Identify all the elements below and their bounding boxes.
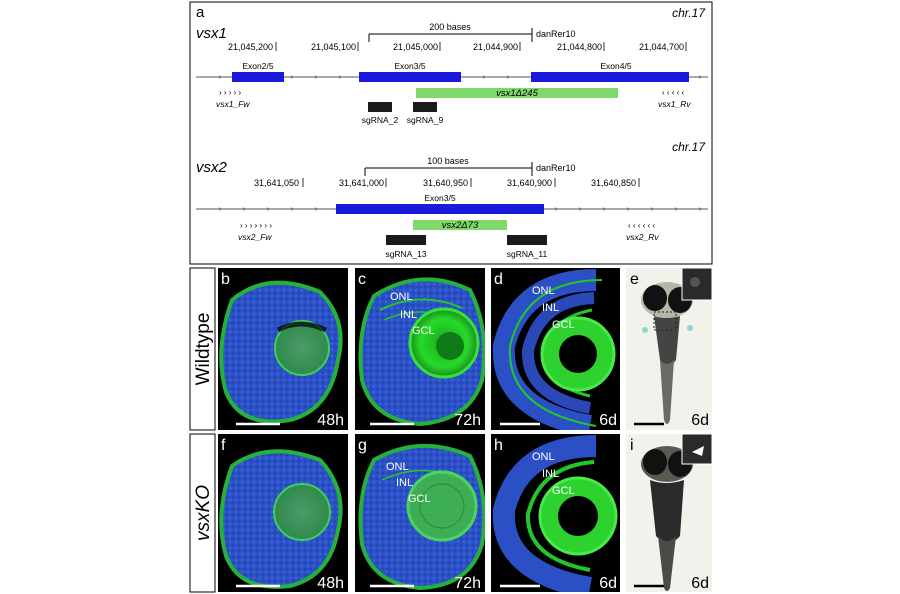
vsx2-coord: 31,641,000 xyxy=(339,178,384,188)
panel-g-gcl: GCL xyxy=(408,493,431,505)
panel-e-larva xyxy=(626,268,712,430)
panel-c-inl: INL xyxy=(400,309,417,321)
vsx2-fw-arrows: › › › › › › › xyxy=(240,221,272,230)
vsx2-sgrna-11 xyxy=(507,235,547,245)
panel-h-inl: INL xyxy=(542,468,559,480)
vsx1-exon-4 xyxy=(531,72,689,82)
panel-b-micrograph xyxy=(218,268,348,430)
vsx2-coord: 31,640,850 xyxy=(591,178,636,188)
panel-h-micrograph xyxy=(491,434,620,592)
vsx2-assembly: danRer10 xyxy=(536,163,576,173)
vsx2-coordinates: 31,641,050 31,641,000 31,640,950 31,640,… xyxy=(254,178,640,188)
vsx1-sgrna-2 xyxy=(368,102,392,112)
vsx1-rv-arrows: ‹ ‹ ‹ ‹ ‹ xyxy=(662,88,685,97)
vsx2-rv-arrows: ‹ ‹ ‹ ‹ ‹ ‹ xyxy=(628,221,655,230)
panel-h-onl: ONL xyxy=(532,451,555,463)
vsx1-exon-4-label: Exon4/5 xyxy=(600,61,631,71)
panel-h-time: 6d xyxy=(599,575,617,592)
vsx1-coord: 21,044,800 xyxy=(557,42,602,52)
vsx2-chromosome: chr.17 xyxy=(672,140,706,154)
vsx1-scale-label: 200 bases xyxy=(429,22,471,32)
vsx1-coord: 21,045,200 xyxy=(228,42,273,52)
vsx1-deletion-label: vsx1Δ245 xyxy=(496,88,538,99)
vsx1-primer-fw: vsx1_Fw xyxy=(216,99,250,109)
vsx1-deletion-bar xyxy=(416,88,618,98)
panel-d-onl: ONL xyxy=(532,285,555,297)
vsx2-exon-3-label: Exon3/5 xyxy=(424,193,455,203)
vsx1-assembly: danRer10 xyxy=(536,29,576,39)
vsx1-exon-3-label: Exon3/5 xyxy=(394,61,425,71)
panel-f-time: 48h xyxy=(317,575,344,592)
panel-e-letter: e xyxy=(630,271,639,288)
panel-d-inl: INL xyxy=(542,302,559,314)
panel-d-micrograph xyxy=(491,268,620,430)
vsx1-coordinates: 21,045,200 21,045,100 21,045,000 21,044,… xyxy=(228,42,687,52)
vsx2-exon-3 xyxy=(336,204,544,214)
panel-c-micrograph xyxy=(355,268,485,430)
panel-i-larva xyxy=(626,434,712,592)
panel-g-onl: ONL xyxy=(386,461,409,473)
vsx2-track: vsx2 chr.17 100 bases danRer10 31,641,05… xyxy=(196,140,708,259)
vsx2-deletion-bar xyxy=(413,220,507,230)
panel-c-letter: c xyxy=(358,271,366,288)
vsx2-sgrna-13-label: sgRNA_13 xyxy=(385,249,426,259)
vsx1-exon-3 xyxy=(359,72,461,82)
panel-i-letter: i xyxy=(630,437,634,454)
vsx2-coord: 31,640,950 xyxy=(423,178,468,188)
vsx1-sgrna-2-label: sgRNA_2 xyxy=(362,115,399,125)
panel-d-letter: d xyxy=(494,271,503,288)
vsx1-coord: 21,045,000 xyxy=(393,42,438,52)
panel-f-micrograph xyxy=(218,434,348,592)
vsx2-deletion-label: vsx2Δ73 xyxy=(442,220,479,231)
vsx1-exon-2-label: Exon2/5 xyxy=(242,61,273,71)
panel-g-letter: g xyxy=(358,437,367,454)
vsx1-coord: 21,045,100 xyxy=(311,42,356,52)
panel-b-letter: b xyxy=(221,271,230,288)
wildtype-row-label: Wildtype xyxy=(193,313,214,386)
vsx1-coord: 21,044,900 xyxy=(473,42,518,52)
panel-e-time: 6d xyxy=(691,412,709,429)
panel-a-letter: a xyxy=(196,4,205,21)
ko-row-label: vsxKO xyxy=(193,485,214,541)
vsx2-primer-fw: vsx2_Fw xyxy=(238,232,272,242)
vsx2-primer-rv: vsx2_Rv xyxy=(626,232,659,242)
vsx1-sgrna-9-label: sgRNA_9 xyxy=(407,115,444,125)
ko-label-box xyxy=(189,433,216,593)
vsx2-coord: 31,640,900 xyxy=(507,178,552,188)
panel-g-inl: INL xyxy=(396,477,413,489)
panel-d-time: 6d xyxy=(599,412,617,429)
vsx1-chromosome: chr.17 xyxy=(672,6,706,20)
panel-f-letter: f xyxy=(221,437,226,454)
vsx2-scale-label: 100 bases xyxy=(427,156,469,166)
vsx1-track: vsx1 chr.17 200 bases danRer10 21,045,20… xyxy=(196,6,708,125)
vsx1-exon-2 xyxy=(232,72,284,82)
panel-c-onl: ONL xyxy=(390,291,413,303)
vsx2-gene-label: vsx2 xyxy=(196,159,228,176)
panel-i-time: 6d xyxy=(691,575,709,592)
panel-d-gcl: GCL xyxy=(552,319,575,331)
vsx1-fw-arrows: › › › › › xyxy=(219,88,242,97)
panel-h-gcl: GCL xyxy=(552,485,575,497)
panel-b-time: 48h xyxy=(317,412,344,429)
panel-c-time: 72h xyxy=(454,412,481,429)
vsx2-sgrna-11-label: sgRNA_11 xyxy=(507,249,548,259)
vsx2-sgrna-13 xyxy=(386,235,426,245)
vsx1-coord: 21,044,700 xyxy=(639,42,684,52)
vsx2-coord: 31,641,050 xyxy=(254,178,299,188)
vsx1-primer-rv: vsx1_Rv xyxy=(658,99,691,109)
panel-c-gcl: GCL xyxy=(412,325,435,337)
panel-g-time: 72h xyxy=(454,575,481,592)
vsx1-gene-label: vsx1 xyxy=(196,25,227,42)
panel-h-letter: h xyxy=(494,437,503,454)
vsx1-sgrna-9 xyxy=(413,102,437,112)
panel-g-micrograph xyxy=(355,434,485,592)
wildtype-label-box xyxy=(189,267,216,431)
